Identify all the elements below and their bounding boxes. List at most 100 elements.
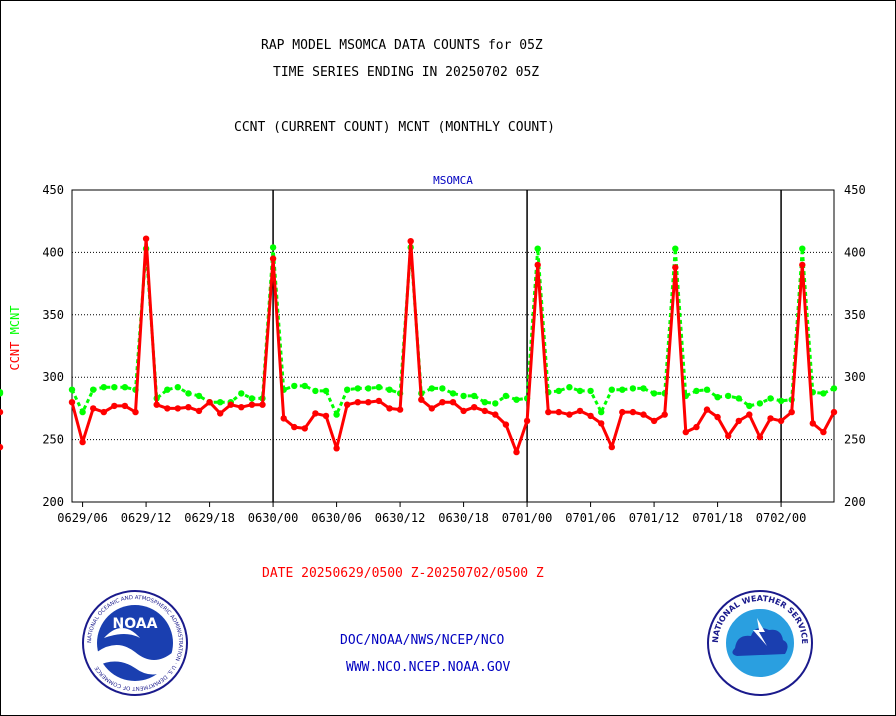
y-axis-label-text: CCNT MCNT: [8, 305, 22, 370]
data-point-mcnt: [725, 392, 732, 400]
data-point-mcnt: [375, 384, 383, 391]
data-point-mcnt: [587, 387, 594, 395]
x-tick-label: 0702/00: [756, 511, 807, 525]
data-point-ccnt: [767, 415, 774, 422]
website-link[interactable]: WWW.NCO.NCEP.NOAA.GOV: [346, 660, 511, 675]
data-point-ccnt: [650, 417, 658, 425]
data-point-mcnt: [619, 386, 626, 393]
data-point-ccnt: [661, 411, 668, 418]
data-point-mcnt: [672, 245, 679, 252]
data-point-mcnt: [386, 386, 393, 393]
data-point-ccnt: [333, 445, 340, 452]
y-axis-label-ccnt: CCNT: [8, 342, 22, 371]
y-tick-label-right: 200: [844, 495, 866, 509]
data-point-mcnt: [185, 390, 192, 397]
page-title: RAP MODEL MSOMCA DATA COUNTS for 05Z: [261, 38, 543, 53]
series-mcnt: [0, 244, 838, 418]
data-point-mcnt: [767, 395, 774, 402]
data-point-ccnt: [0, 408, 4, 416]
data-point-ccnt: [269, 255, 277, 262]
data-point-ccnt: [608, 443, 615, 451]
plot-border: [71, 189, 835, 503]
data-point-ccnt: [312, 410, 319, 417]
data-point-ccnt: [799, 261, 806, 269]
data-point-ccnt: [418, 396, 425, 403]
data-point-mcnt: [68, 386, 76, 393]
org-path-link[interactable]: DOC/NOAA/NWS/NCEP/NCO: [340, 633, 505, 648]
data-point-mcnt: [121, 384, 129, 391]
data-point-mcnt: [269, 244, 277, 251]
data-point-mcnt: [566, 384, 573, 391]
gridlines: [72, 251, 834, 441]
data-point-mcnt: [777, 397, 785, 405]
data-point-ccnt: [121, 402, 129, 410]
data-point-mcnt: [439, 385, 446, 392]
x-tick-label: 0701/12: [629, 511, 680, 525]
data-point-ccnt: [407, 238, 414, 245]
data-point-ccnt: [259, 401, 266, 408]
data-point-ccnt: [449, 399, 457, 406]
data-point-mcnt: [365, 385, 372, 392]
data-point-mcnt: [79, 408, 86, 416]
x-tick-label: 0630/06: [311, 511, 362, 525]
data-point-mcnt: [735, 395, 742, 402]
data-point-ccnt: [217, 410, 224, 417]
data-point-mcnt: [301, 382, 308, 390]
data-point-mcnt: [534, 245, 541, 252]
data-point-mcnt: [471, 392, 478, 400]
data-point-ccnt: [142, 235, 150, 242]
data-point-mcnt: [449, 390, 457, 397]
data-point-ccnt: [375, 397, 383, 405]
data-point-mcnt: [799, 245, 806, 252]
data-point-mcnt: [195, 392, 203, 400]
page-title-time-series: TIME SERIES ENDING IN 20250702 05Z: [273, 65, 540, 80]
data-point-ccnt: [576, 407, 584, 415]
data-point-ccnt: [0, 443, 4, 451]
data-point-mcnt: [693, 387, 700, 395]
data-point-ccnt: [291, 423, 298, 431]
data-point-ccnt: [820, 428, 827, 436]
data-point-ccnt: [471, 404, 478, 411]
series: [0, 235, 838, 456]
data-point-mcnt: [502, 392, 510, 400]
data-point-ccnt: [640, 411, 647, 418]
data-point-ccnt: [174, 405, 181, 412]
data-point-mcnt: [238, 390, 245, 397]
data-point-ccnt: [132, 408, 139, 416]
data-point-ccnt: [481, 407, 488, 415]
data-point-mcnt: [513, 396, 520, 403]
data-point-ccnt: [365, 399, 372, 406]
data-point-mcnt: [820, 390, 827, 397]
data-point-ccnt: [164, 405, 171, 412]
data-point-ccnt: [682, 428, 689, 436]
data-point-ccnt: [153, 401, 160, 408]
data-point-mcnt: [312, 387, 319, 395]
data-point-ccnt: [386, 405, 393, 412]
data-point-mcnt: [714, 394, 721, 401]
data-point-ccnt: [809, 420, 816, 427]
data-point-ccnt: [185, 404, 192, 411]
data-point-ccnt: [238, 404, 245, 411]
data-point-mcnt: [100, 384, 108, 391]
data-point-mcnt: [333, 411, 340, 418]
data-point-ccnt: [555, 408, 562, 416]
data-point-ccnt: [100, 408, 108, 416]
data-point-ccnt: [195, 407, 203, 415]
x-tick-label: 0701/06: [565, 511, 616, 525]
data-point-mcnt: [492, 400, 499, 407]
data-point-mcnt: [428, 385, 435, 392]
data-point-ccnt: [301, 425, 308, 432]
x-tick-label: 0629/06: [57, 511, 108, 525]
x-tick-label: 0629/12: [121, 511, 172, 525]
series-ccnt: [0, 235, 838, 456]
chart-title: MSOMCA: [433, 174, 473, 187]
data-point-ccnt: [492, 411, 499, 418]
y-tick-label-left: 300: [42, 370, 64, 384]
data-point-ccnt: [439, 399, 446, 406]
x-tick-label: 0701/00: [502, 511, 553, 525]
data-point-ccnt: [111, 402, 118, 410]
x-tick-label: 0630/12: [375, 511, 426, 525]
data-point-ccnt: [79, 438, 86, 446]
data-point-ccnt: [672, 264, 679, 271]
